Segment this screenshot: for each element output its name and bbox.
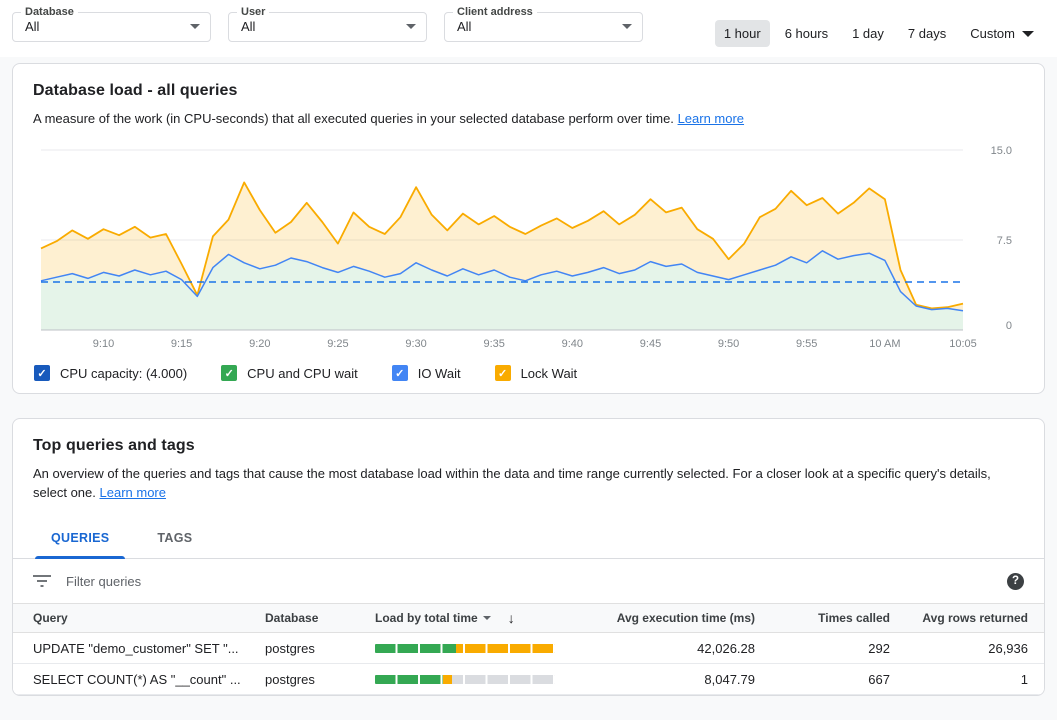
query-filter-row: ? bbox=[13, 559, 1044, 603]
queries-card-description-text: An overview of the queries and tags that… bbox=[33, 466, 991, 500]
column-header-times-called[interactable]: Times called bbox=[818, 611, 890, 625]
avg-rows-cell: 26,936 bbox=[988, 640, 1028, 656]
svg-text:9:20: 9:20 bbox=[249, 338, 270, 350]
tab-queries[interactable]: QUERIES bbox=[27, 518, 133, 559]
load-by-total-time-bar bbox=[375, 643, 555, 653]
filter-queries-input[interactable] bbox=[66, 573, 992, 589]
sort-dropdown-icon[interactable] bbox=[482, 616, 491, 620]
legend-label: CPU capacity: (4.000) bbox=[60, 365, 188, 381]
svg-text:9:10: 9:10 bbox=[93, 338, 114, 350]
column-header-database[interactable]: Database bbox=[265, 611, 319, 625]
svg-text:9:30: 9:30 bbox=[405, 338, 426, 350]
svg-text:9:45: 9:45 bbox=[640, 338, 661, 350]
column-header-load[interactable]: Load by total time ↓ bbox=[375, 610, 580, 626]
column-header-query[interactable]: Query bbox=[33, 611, 68, 625]
svg-text:10:05: 10:05 bbox=[949, 338, 977, 350]
user-filter-select[interactable]: User All bbox=[228, 6, 427, 42]
database-load-card: Database load - all queries A measure of… bbox=[12, 63, 1045, 394]
queries-card-description: An overview of the queries and tags that… bbox=[33, 464, 1024, 502]
filter-toolbar: Database All User All Client address All… bbox=[0, 0, 1057, 57]
column-header-load-label: Load by total time bbox=[375, 611, 478, 625]
dropdown-arrow-icon[interactable] bbox=[190, 24, 200, 29]
custom-label: Custom bbox=[970, 26, 1015, 41]
queries-learn-more-link[interactable]: Learn more bbox=[99, 485, 166, 500]
database-filter-label: Database bbox=[25, 6, 74, 18]
query-cell[interactable]: SELECT COUNT(*) AS "__count" ... bbox=[33, 671, 241, 687]
tab-bar: QUERIES TAGS bbox=[13, 518, 1044, 559]
client-address-filter-select[interactable]: Client address All bbox=[444, 6, 643, 42]
svg-text:9:55: 9:55 bbox=[796, 338, 817, 350]
column-header-avg-rows[interactable]: Avg rows returned bbox=[922, 611, 1028, 625]
top-queries-card: Top queries and tags An overview of the … bbox=[12, 418, 1045, 696]
load-card-description-text: A measure of the work (in CPU-seconds) t… bbox=[33, 111, 674, 126]
load-chart-svg: 9:10 9:15 9:20 9:25 9:30 9:35 9:40 9:45 9:50 9:55… bbox=[40, 145, 1012, 350]
table-row-select-count[interactable]: SELECT COUNT(*) AS "__count" ... postgre… bbox=[13, 664, 1044, 695]
svg-text:9:50: 9:50 bbox=[718, 338, 739, 350]
svg-text:0: 0 bbox=[1006, 320, 1012, 332]
queries-card-title: Top queries and tags bbox=[33, 437, 195, 454]
load-card-title: Database load - all queries bbox=[33, 82, 238, 99]
client-address-filter-value: All bbox=[457, 19, 472, 34]
time-range-6-hours[interactable]: 6 hours bbox=[776, 20, 837, 47]
checkbox-checked-icon[interactable]: ✓ bbox=[34, 365, 50, 381]
sort-direction-icon[interactable]: ↓ bbox=[507, 610, 515, 626]
legend-cpu-and-cpu-wait[interactable]: ✓ CPU and CPU wait bbox=[221, 365, 358, 381]
svg-text:9:15: 9:15 bbox=[171, 338, 192, 350]
table-header: Query Database Load by total time ↓ Avg … bbox=[13, 603, 1044, 633]
dropdown-arrow-icon bbox=[1022, 30, 1034, 37]
database-filter-select[interactable]: Database All bbox=[12, 6, 211, 42]
legend-label: CPU and CPU wait bbox=[247, 365, 358, 381]
check-icon: ✓ bbox=[37, 367, 47, 380]
database-load-chart[interactable]: 9:10 9:15 9:20 9:25 9:30 9:35 9:40 9:45 9:50 9:55… bbox=[33, 140, 1024, 357]
database-cell: postgres bbox=[265, 640, 315, 656]
column-header-avg-exec[interactable]: Avg execution time (ms) bbox=[616, 611, 755, 625]
svg-text:7.5: 7.5 bbox=[997, 235, 1012, 247]
chart-legend: ✓ CPU capacity: (4.000) ✓ CPU and CPU wa… bbox=[33, 365, 1024, 381]
time-range-7-days[interactable]: 7 days bbox=[899, 20, 955, 47]
database-filter-value: All bbox=[25, 19, 40, 34]
svg-text:9:25: 9:25 bbox=[327, 338, 348, 350]
database-cell: postgres bbox=[265, 671, 315, 687]
avg-exec-cell: 42,026.28 bbox=[697, 640, 755, 656]
svg-text:9:40: 9:40 bbox=[562, 338, 583, 350]
legend-label: IO Wait bbox=[417, 365, 461, 381]
load-by-total-time-bar bbox=[375, 674, 555, 684]
checkbox-checked-icon[interactable]: ✓ bbox=[391, 365, 408, 381]
legend-label: Lock Wait bbox=[520, 365, 578, 381]
time-range-1-day[interactable]: 1 day bbox=[843, 20, 893, 47]
client-address-filter-label: Client address bbox=[457, 6, 533, 18]
check-icon: ✓ bbox=[224, 367, 234, 380]
avg-exec-cell: 8,047.79 bbox=[704, 671, 755, 687]
checkbox-checked-icon[interactable]: ✓ bbox=[221, 365, 238, 381]
legend-io-wait[interactable]: ✓ IO Wait bbox=[391, 365, 461, 381]
svg-text:15.0: 15.0 bbox=[991, 145, 1012, 157]
times-called-cell: 667 bbox=[868, 671, 890, 687]
user-filter-label: User bbox=[241, 6, 266, 18]
times-called-cell: 292 bbox=[868, 640, 890, 656]
load-learn-more-link[interactable]: Learn more bbox=[677, 111, 745, 126]
table-row-update-demo-customer[interactable]: UPDATE "demo_customer" SET "... postgres… bbox=[13, 633, 1044, 664]
legend-lock-wait[interactable]: ✓ Lock Wait bbox=[494, 365, 578, 381]
help-icon[interactable]: ? bbox=[1007, 572, 1024, 590]
dropdown-arrow-icon[interactable] bbox=[622, 24, 632, 29]
user-filter-value: All bbox=[241, 19, 256, 34]
filter-list-icon bbox=[33, 574, 51, 588]
check-icon: ✓ bbox=[497, 367, 508, 380]
time-range-custom[interactable]: Custom bbox=[961, 20, 1043, 47]
legend-cpu-capacity[interactable]: ✓ CPU capacity: (4.000) bbox=[34, 365, 187, 381]
svg-text:9:35: 9:35 bbox=[483, 338, 504, 350]
avg-rows-cell: 1 bbox=[1020, 671, 1028, 687]
query-cell[interactable]: UPDATE "demo_customer" SET "... bbox=[33, 640, 239, 656]
svg-text:10 AM: 10 AM bbox=[869, 338, 900, 350]
tab-tags[interactable]: TAGS bbox=[157, 531, 193, 545]
time-range-selector: 1 hour 6 hours 1 day 7 days Custom bbox=[714, 20, 1043, 47]
check-icon: ✓ bbox=[395, 367, 405, 380]
checkbox-checked-icon[interactable]: ✓ bbox=[494, 365, 511, 381]
load-card-description: A measure of the work (in CPU-seconds) t… bbox=[33, 109, 1024, 128]
time-range-1-hour[interactable]: 1 hour bbox=[714, 20, 770, 47]
dropdown-arrow-icon[interactable] bbox=[406, 24, 416, 29]
